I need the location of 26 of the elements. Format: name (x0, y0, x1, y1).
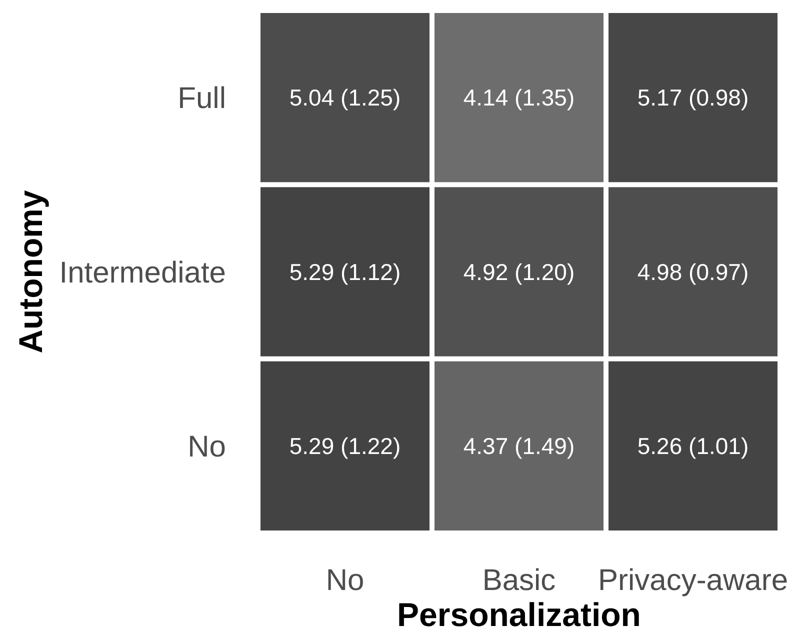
y-tick-label: No (188, 430, 226, 464)
data-label: 5.04 (289, 84, 334, 111)
annotation: (1.12) (340, 258, 401, 285)
data-label: 5.29 (289, 432, 334, 459)
data-label: 5.17 (637, 84, 682, 111)
data-label: 5.26 (637, 432, 682, 459)
x-tick-label: Basic (482, 564, 556, 597)
annotation: (1.22) (340, 432, 401, 459)
annotation: (0.97) (688, 258, 749, 285)
data-label: 4.14 (463, 84, 508, 111)
x-tick-label: Privacy-aware (598, 564, 788, 597)
data-label: 4.37 (463, 432, 508, 459)
x-axis-title: Personalization (397, 596, 641, 633)
y-axis-title: Autonomy (12, 190, 49, 354)
annotation: (0.98) (688, 84, 749, 111)
annotation: (1.49) (514, 432, 575, 459)
data-label: 5.29 (289, 258, 334, 285)
data-label: 4.98 (637, 258, 682, 285)
y-tick-label: Intermediate (59, 256, 226, 290)
data-label: 4.92 (463, 258, 508, 285)
y-tick-label: Full (178, 82, 226, 116)
annotation: (1.01) (688, 432, 749, 459)
annotation: (1.25) (340, 84, 401, 111)
annotation: (1.20) (514, 258, 575, 285)
x-tick-label: No (326, 564, 364, 597)
annotation: (1.35) (514, 84, 575, 111)
